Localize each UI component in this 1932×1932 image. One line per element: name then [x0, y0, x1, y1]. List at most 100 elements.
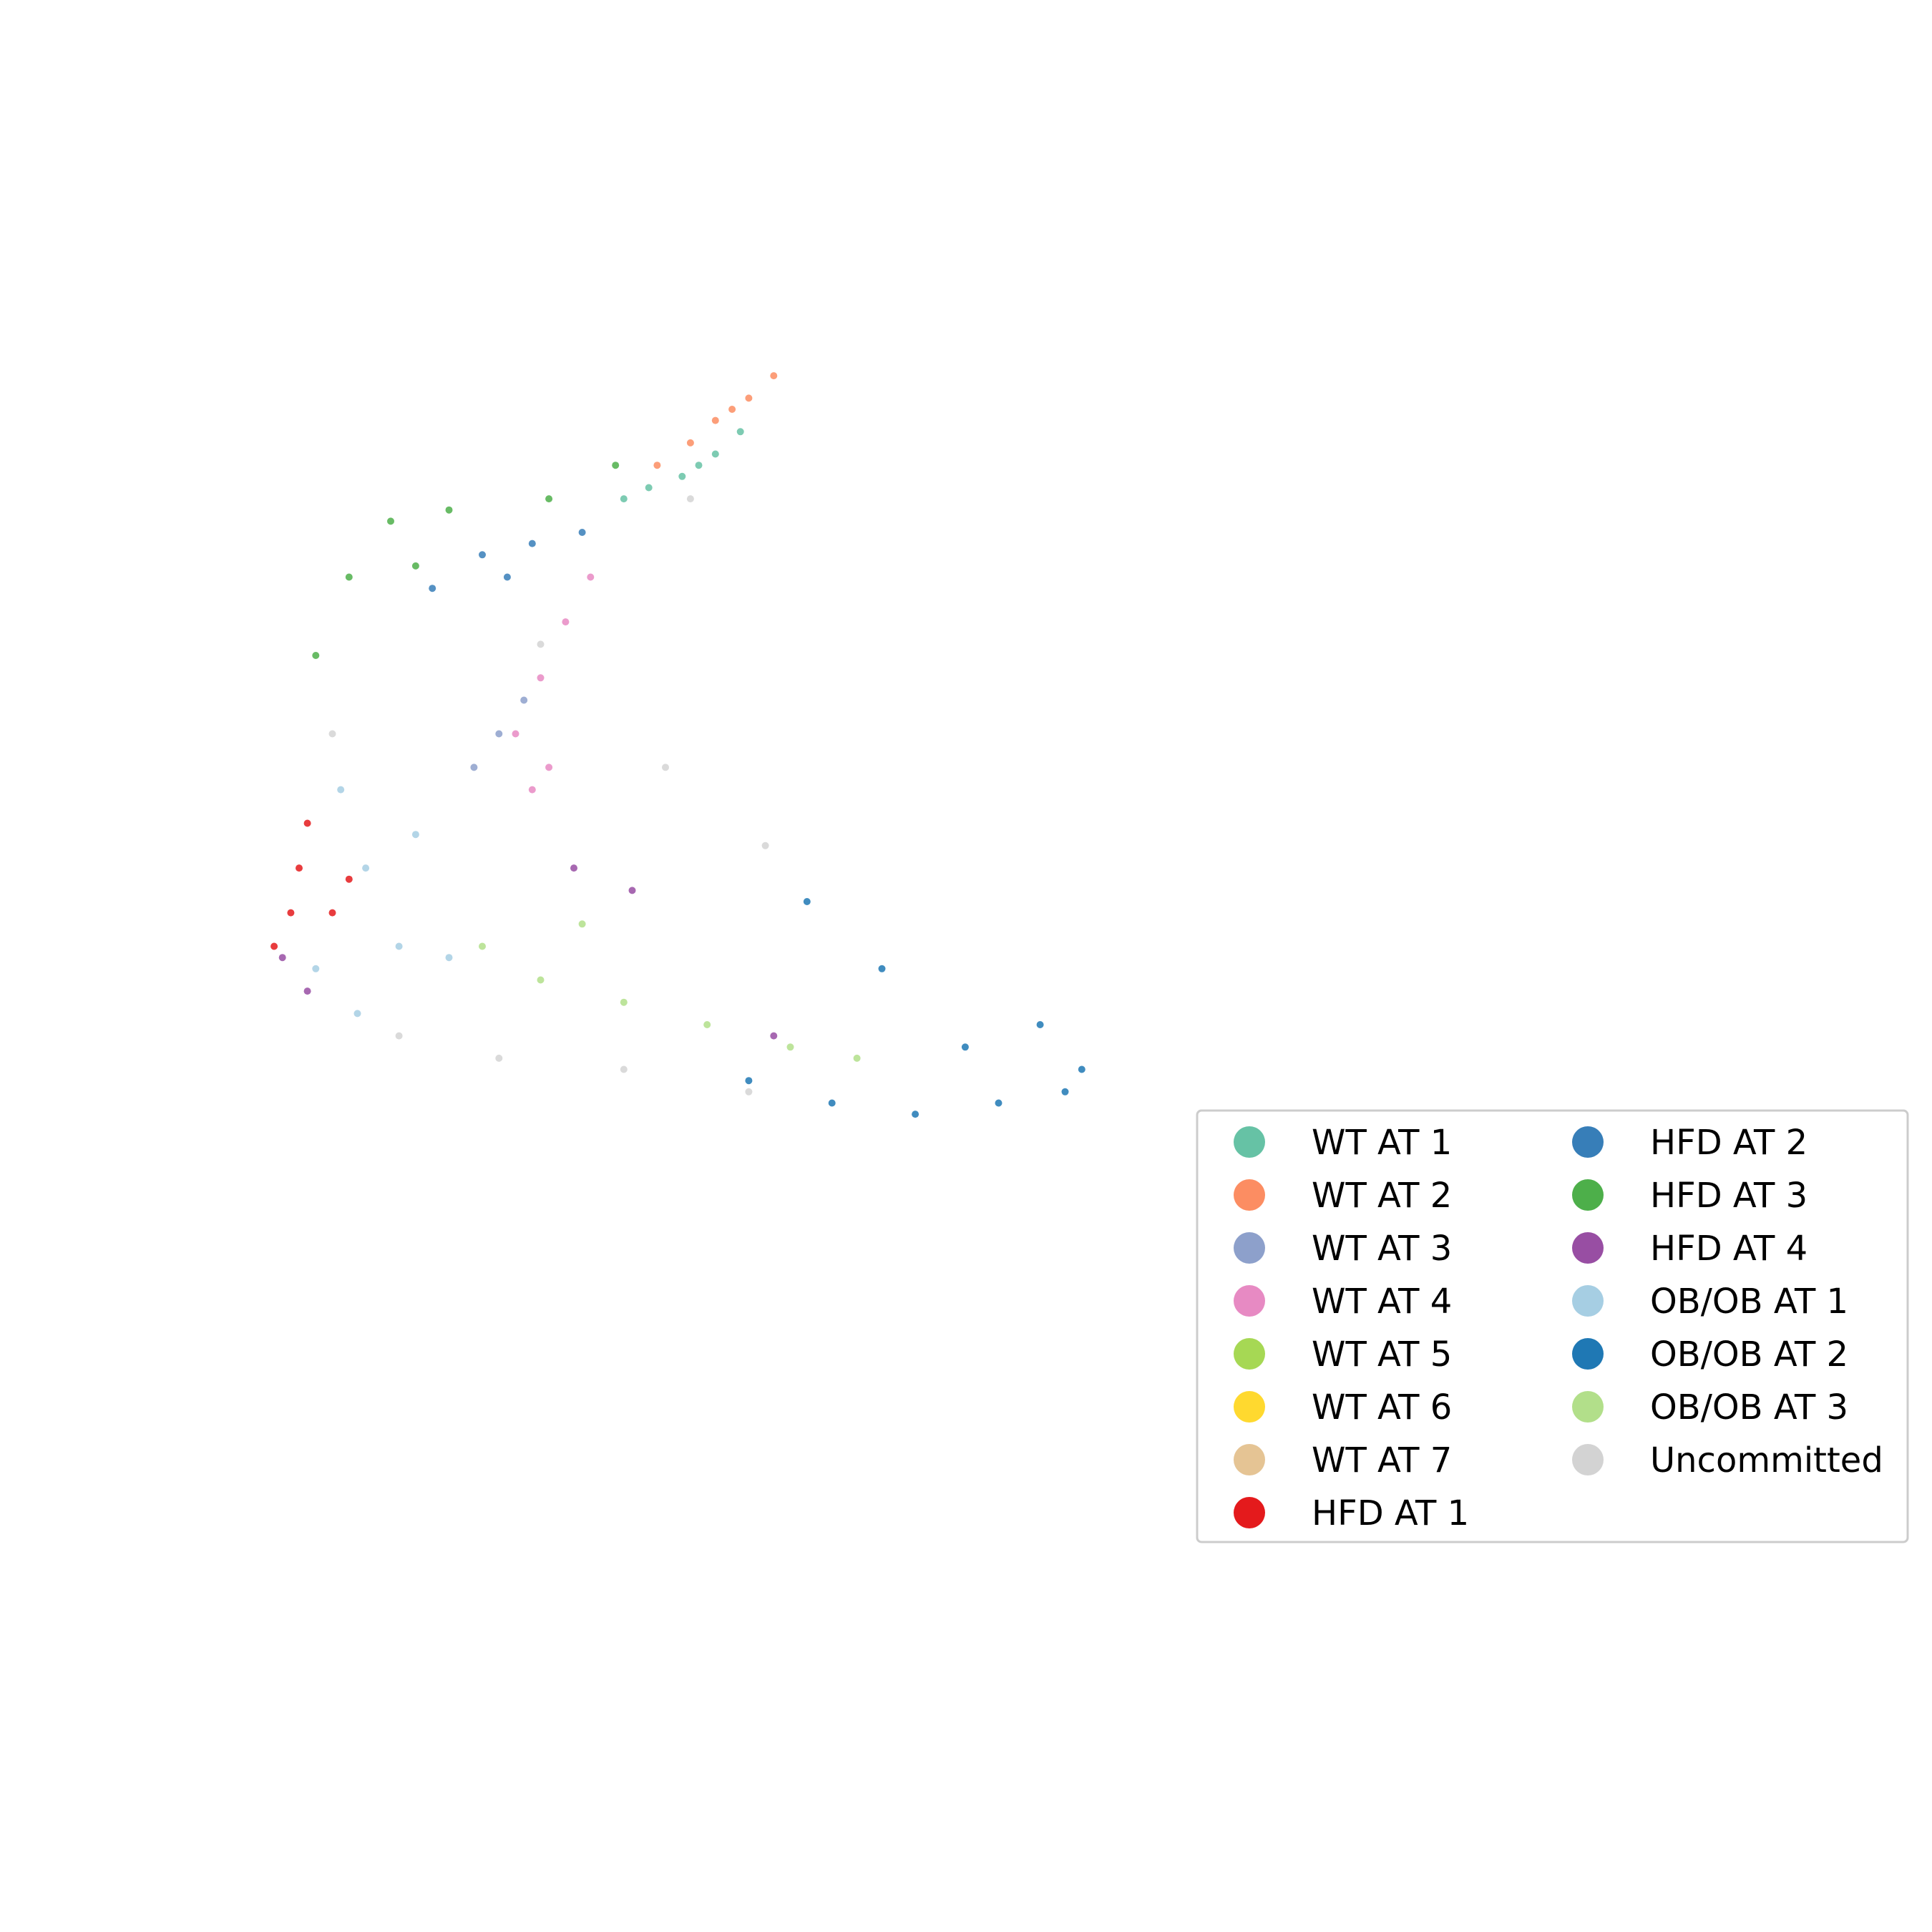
legend-label: WT AT 7 [1312, 1440, 1452, 1480]
scatter-point [1078, 1065, 1085, 1073]
legend-item: OB/OB AT 2 [1572, 1335, 1848, 1375]
scatter-point [495, 730, 503, 738]
scatter-point [328, 909, 336, 917]
scatter-point [479, 942, 486, 950]
scatter-point [528, 786, 536, 794]
scatter-point [362, 864, 370, 872]
scatter-point [303, 819, 311, 827]
scatter-point [296, 864, 303, 872]
scatter-point [312, 652, 320, 659]
scatter-point [411, 831, 419, 839]
scatter-point [429, 585, 436, 592]
scatter-point [645, 484, 653, 492]
scatter-point [736, 428, 744, 436]
legend-item: HFD AT 4 [1572, 1229, 1807, 1269]
scatter-point [570, 864, 577, 872]
legend-label: HFD AT 4 [1650, 1229, 1807, 1269]
legend-item: OB/OB AT 3 [1572, 1387, 1848, 1428]
scatter-point [337, 786, 345, 794]
series-ob-ob-at-2 [745, 898, 1085, 1118]
scatter-point [395, 942, 403, 950]
legend-marker [1572, 1285, 1604, 1317]
scatter-point [345, 573, 353, 581]
scatter-point [1036, 1021, 1044, 1028]
series-wt-at-1 [620, 428, 744, 503]
legend-item: HFD AT 2 [1572, 1123, 1807, 1163]
legend-item: WT AT 6 [1234, 1387, 1452, 1428]
legend-item: WT AT 2 [1234, 1176, 1452, 1216]
scatter-point [537, 674, 545, 682]
scatter-point [479, 551, 486, 559]
scatter-point [312, 965, 320, 972]
scatter-point [853, 1054, 861, 1062]
scatter-point [803, 898, 811, 905]
series-ob-ob-at-1 [312, 786, 453, 1018]
scatter-point [578, 529, 586, 536]
legend-item: WT AT 4 [1234, 1282, 1452, 1322]
legend-label: WT AT 5 [1312, 1335, 1452, 1375]
scatter-point [745, 1077, 753, 1085]
scatter-point [961, 1043, 969, 1051]
scatter-point [278, 954, 286, 962]
legend-label: WT AT 2 [1312, 1176, 1452, 1216]
series-hfd-at-3 [312, 462, 620, 659]
scatter-point [512, 730, 519, 738]
legend-marker [1234, 1497, 1265, 1528]
series-ob-ob-at-3 [479, 920, 861, 1062]
series-hfd-at-4 [278, 864, 778, 1040]
legend-label: WT AT 4 [1312, 1282, 1452, 1322]
scatter-point [537, 976, 545, 984]
scatter-point [620, 1065, 628, 1073]
legend-label: WT AT 3 [1312, 1229, 1452, 1269]
scatter-point [620, 998, 628, 1006]
series-wt-at-4 [512, 573, 595, 794]
scatter-point [562, 618, 570, 626]
series-wt-at-2 [653, 372, 778, 469]
scatter-point [703, 1021, 711, 1028]
scatter-point [786, 1043, 794, 1051]
legend-marker [1234, 1232, 1265, 1264]
scatter-point [470, 763, 478, 771]
scatter-point [495, 1054, 503, 1062]
legend-items: WT AT 1 WT AT 2 WT AT 3 WT AT 4 WT AT 5 WT AT… [1234, 1123, 1883, 1533]
scatter-point [653, 462, 661, 469]
scatter-point [745, 394, 753, 402]
scatter-point [711, 450, 719, 458]
scatter-point [878, 965, 886, 972]
scatter-point [587, 573, 595, 581]
scatter-point [711, 416, 719, 424]
legend-marker [1572, 1126, 1604, 1158]
legend-marker [1234, 1285, 1265, 1317]
scatter-point [678, 472, 686, 480]
legend-label: OB/OB AT 1 [1650, 1282, 1848, 1322]
scatter-point [528, 540, 536, 547]
scatter-point [745, 1088, 753, 1096]
series-hfd-at-2 [429, 529, 586, 592]
scatter-point [411, 562, 419, 570]
legend-item: HFD AT 1 [1234, 1493, 1469, 1533]
scatter-point [395, 1032, 403, 1040]
legend-marker [1572, 1338, 1604, 1370]
legend: WT AT 1 WT AT 2 WT AT 3 WT AT 4 WT AT 5 WT AT… [1196, 1109, 1909, 1543]
legend-label: Uncommitted [1650, 1440, 1883, 1480]
legend-label: HFD AT 3 [1650, 1176, 1807, 1216]
legend-item: WT AT 7 [1234, 1440, 1452, 1480]
scatter-point [770, 1032, 778, 1040]
series-wt-at-3 [470, 696, 528, 771]
legend-marker [1572, 1232, 1604, 1264]
scatter-point [695, 462, 703, 469]
scatter-point [686, 439, 694, 447]
legend-label: OB/OB AT 3 [1650, 1387, 1848, 1428]
scatter-point [387, 517, 394, 525]
legend-item: WT AT 1 [1234, 1123, 1452, 1163]
series-hfd-at-1 [270, 819, 353, 950]
scatter-point [537, 640, 545, 648]
scatter-point [770, 372, 778, 380]
scatter-point [912, 1111, 919, 1118]
legend-item: WT AT 3 [1234, 1229, 1452, 1269]
scatter-point [728, 406, 736, 413]
legend-label: WT AT 1 [1312, 1123, 1452, 1163]
scatter-point [270, 942, 278, 950]
scatter-point [328, 730, 336, 738]
legend-marker [1572, 1179, 1604, 1211]
